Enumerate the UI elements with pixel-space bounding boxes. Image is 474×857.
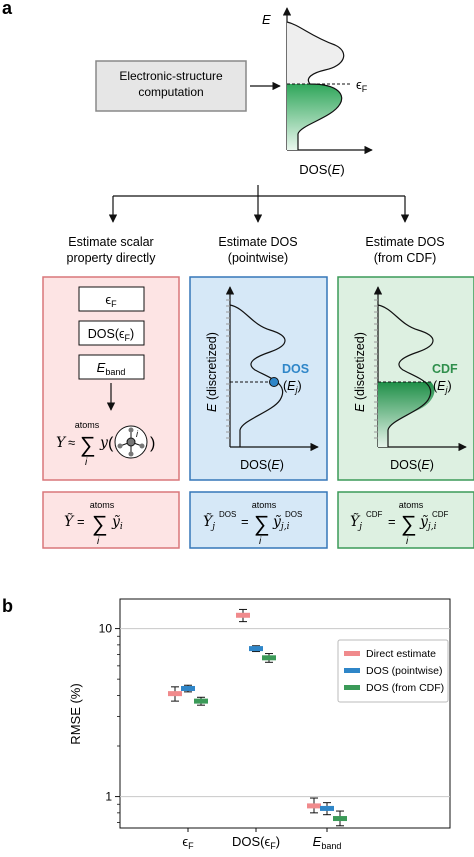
svg-text:i: i <box>136 429 139 439</box>
svg-text:DOS(ϵF): DOS(ϵF) <box>88 327 134 343</box>
y-tick-label: 10 <box>99 622 113 636</box>
cdf-axis-y: E (discretized) <box>353 332 367 412</box>
cdf-box <box>337 276 474 481</box>
svg-text:≈: ≈ <box>68 435 75 450</box>
scalar-item-eband <box>78 354 145 380</box>
svg-text:atoms: atoms <box>75 420 100 430</box>
y-tick-label: 1 <box>105 790 112 804</box>
legend-label: DOS (pointwise) <box>366 665 442 677</box>
branch-arrows <box>108 185 410 223</box>
svg-text:i: i <box>259 536 262 547</box>
input-box <box>95 60 247 112</box>
legend-swatch <box>344 685 360 690</box>
data-point <box>236 612 250 618</box>
pointwise-axis-y: E (discretized) <box>205 332 219 412</box>
scalar-sum-box <box>42 491 180 549</box>
data-point <box>320 805 334 811</box>
legend-label: DOS (from CDF) <box>366 682 444 694</box>
svg-text:Eband: Eband <box>97 360 126 377</box>
svg-text:i: i <box>406 536 409 547</box>
svg-text:Ỹj: Ỹj <box>203 512 215 532</box>
svg-text:Y: Y <box>56 435 67 451</box>
dos-point-marker <box>269 377 279 387</box>
chart-ylabel: RMSE (%) <box>68 683 83 744</box>
top-fermi-label: ϵF <box>356 77 368 94</box>
top-axis-y: E <box>262 12 271 27</box>
svg-text:CDF: CDF <box>366 510 383 519</box>
svg-text:DOS: DOS <box>285 510 302 519</box>
x-tick-label: ϵF <box>182 834 194 851</box>
panel-b-label: b <box>2 596 13 616</box>
dos-point-label: DOS <box>282 362 309 376</box>
chart-frame <box>119 598 451 829</box>
cdf-point-label: CDF <box>432 362 458 376</box>
column-title-pointwise: Estimate DOS (pointwise) <box>218 235 297 265</box>
cdf-axis-x: DOS(E) <box>390 458 434 472</box>
svg-text:∑: ∑ <box>254 511 270 536</box>
legend-swatch <box>344 668 360 673</box>
rmse-chart: 1 10 ϵF DOS(ϵF) Eband RMSE (%) Direct estim… <box>68 598 451 851</box>
data-point <box>249 646 263 652</box>
svg-text:atoms: atoms <box>252 500 277 510</box>
pointwise-axis-x: DOS(E) <box>240 458 284 472</box>
data-point <box>194 698 208 704</box>
svg-text:∑: ∑ <box>80 432 96 457</box>
svg-text:ϵF: ϵF <box>105 292 117 309</box>
input-box-text: Electronic-structure computation <box>119 69 223 99</box>
svg-text:atoms: atoms <box>399 500 424 510</box>
data-point <box>168 691 182 697</box>
x-tick-label: DOS(ϵF) <box>232 834 280 851</box>
pointwise-dos-plot <box>225 286 319 452</box>
svg-text:=: = <box>241 514 249 529</box>
scalar-formula: atoms Y ≈ ∑ i y ( i ) <box>56 420 155 468</box>
pointwise-box <box>189 276 328 481</box>
x-tick-label: Eband <box>313 834 342 851</box>
legend-swatch <box>344 651 360 656</box>
data-point <box>181 685 195 691</box>
data-point <box>262 655 276 661</box>
svg-text:∑: ∑ <box>401 511 417 536</box>
cdf-dos-plot <box>373 286 467 452</box>
svg-text:=: = <box>388 514 396 529</box>
svg-text:Ỹ: Ỹ <box>64 512 75 530</box>
scalar-item-dos-fermi <box>78 320 145 346</box>
cdf-point-sub: (Ej) <box>433 379 452 395</box>
column-title-cdf: Estimate DOS (from CDF) <box>365 235 444 265</box>
top-dos-plot <box>282 7 373 155</box>
pointwise-sum-formula: Ỹj DOS = atoms ∑ i ỹj,i DOS <box>203 500 302 547</box>
scalar-item-fermi <box>78 286 145 312</box>
svg-text:=: = <box>77 514 85 529</box>
svg-text:DOS: DOS <box>219 510 236 519</box>
pointwise-sum-box <box>189 491 328 549</box>
dos-point-sub: (Ej) <box>283 379 302 395</box>
chart-legend: Direct estimate DOS (pointwise) DOS (from … <box>337 639 449 703</box>
svg-text:(: ( <box>108 435 114 452</box>
svg-text:ỹi: ỹi <box>111 514 123 532</box>
top-axis-x: DOS(E) <box>299 162 345 177</box>
data-point <box>333 816 347 822</box>
svg-text:): ) <box>150 435 155 452</box>
column-title-scalar: Estimate scalar property directly <box>67 235 157 265</box>
svg-text:i: i <box>97 536 100 547</box>
data-point <box>307 803 321 809</box>
svg-text:Ỹj: Ỹj <box>350 512 362 532</box>
svg-text:∑: ∑ <box>92 511 108 536</box>
svg-text:atoms: atoms <box>90 500 115 510</box>
scalar-sum-formula: Ỹ = atoms ∑ i ỹi <box>64 500 123 547</box>
svg-text:y: y <box>99 435 109 451</box>
legend-label: Direct estimate <box>366 648 436 660</box>
svg-text:i: i <box>85 457 88 468</box>
svg-text:CDF: CDF <box>432 510 449 519</box>
panel-a-label: a <box>2 0 13 18</box>
cdf-sum-box <box>337 491 474 549</box>
cdf-sum-formula: Ỹj CDF = atoms ∑ i ỹj,i CDF <box>350 500 449 547</box>
